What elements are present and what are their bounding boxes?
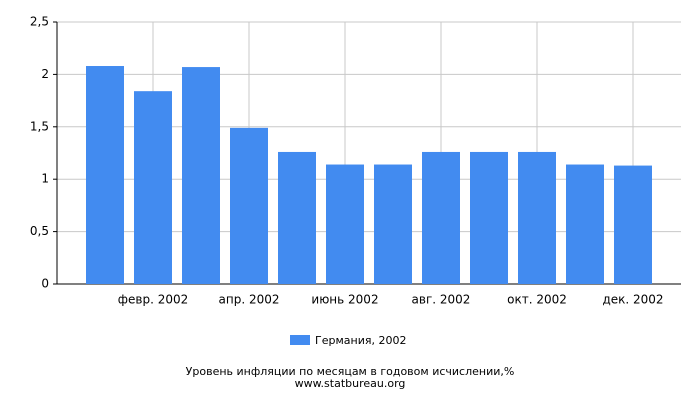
x-tick-label: окт. 2002 xyxy=(507,293,567,307)
bar xyxy=(518,151,556,284)
y-tick-label: 1 xyxy=(41,172,49,186)
bar xyxy=(422,151,460,284)
legend-label: Германия, 2002 xyxy=(315,334,406,347)
bar xyxy=(614,165,652,284)
bar xyxy=(230,127,268,285)
x-axis-title: Уровень инфляции по месяцам в годовом ис… xyxy=(186,365,515,378)
legend-swatch xyxy=(290,335,310,345)
bar xyxy=(278,151,316,284)
bar xyxy=(182,67,220,285)
bar xyxy=(566,164,604,284)
x-tick-label: авг. 2002 xyxy=(412,293,471,307)
bar xyxy=(326,164,364,284)
x-tick-label: дек. 2002 xyxy=(602,293,663,307)
x-tick-label: июнь 2002 xyxy=(311,293,378,307)
x-tick-label: февр. 2002 xyxy=(118,293,189,307)
y-tick-label: 0 xyxy=(41,277,49,291)
bar xyxy=(374,164,412,284)
y-tick-label: 1,5 xyxy=(30,119,49,133)
bar xyxy=(470,151,508,284)
x-tick-label: апр. 2002 xyxy=(219,293,280,307)
y-tick-label: 2 xyxy=(41,67,49,81)
y-tick-label: 0,5 xyxy=(30,224,49,238)
y-tick-label: 2,5 xyxy=(30,15,49,29)
bar xyxy=(86,66,124,285)
source: www.statbureau.org xyxy=(295,377,406,390)
bar xyxy=(134,91,172,284)
